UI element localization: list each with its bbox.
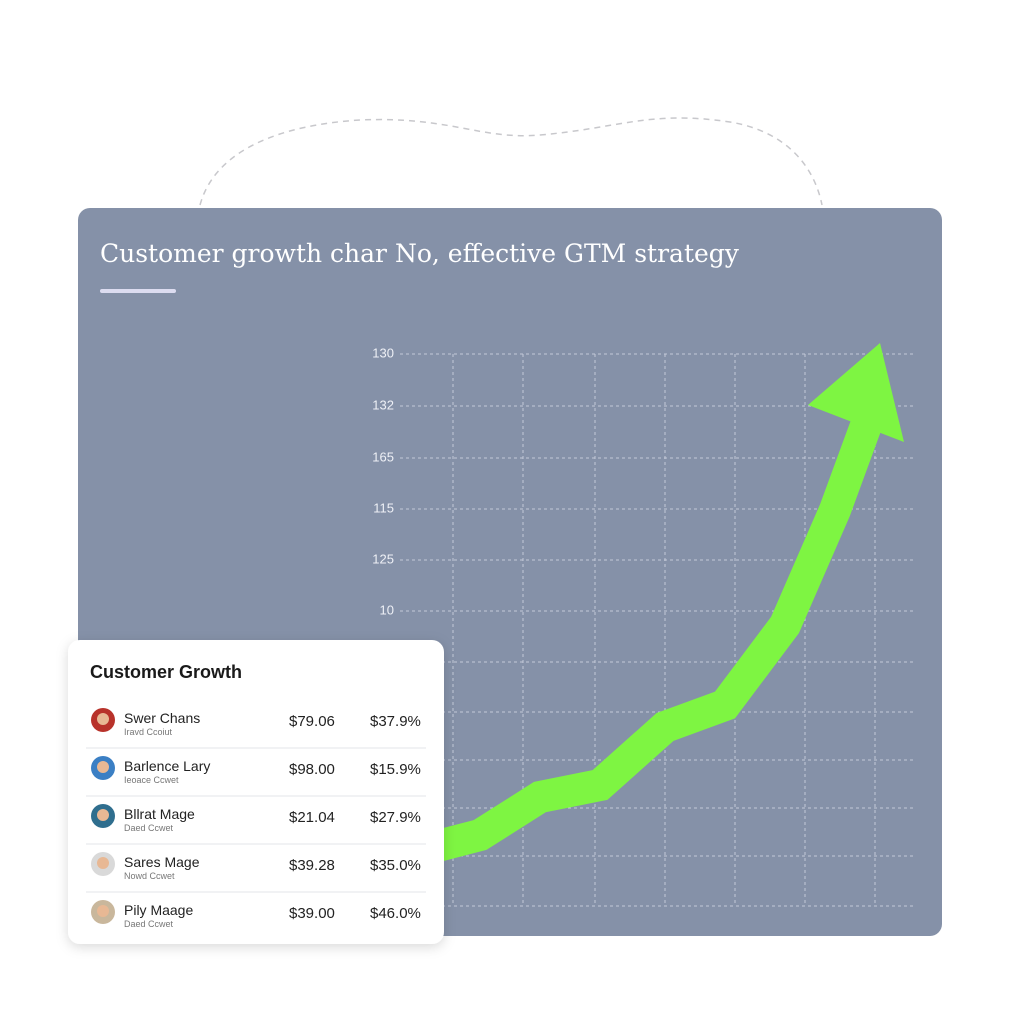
row-subtitle: Ieoace Ccwet — [124, 775, 179, 785]
avatar-face — [97, 713, 109, 725]
arrow-shaft — [425, 414, 884, 864]
axis-label: 10 — [380, 602, 394, 617]
row-percent: $27.9% — [370, 809, 421, 826]
row-percent: $35.0% — [370, 857, 421, 874]
title-underline — [100, 289, 176, 293]
row-name: Bllrat Mage — [124, 806, 195, 822]
row-subtitle: Nowd Ccwet — [124, 871, 175, 881]
avatar-face — [97, 809, 109, 821]
axis-labels: 130 132 165 115 125 10 — [372, 345, 394, 617]
row-amount: $39.00 — [289, 905, 335, 922]
growth-arrow — [425, 343, 904, 864]
avatar-face — [97, 905, 109, 917]
table-title: Customer Growth — [90, 662, 242, 682]
row-name: Barlence Lary — [124, 758, 210, 774]
row-name: Sares Mage — [124, 854, 200, 870]
axis-label: 132 — [372, 397, 394, 412]
table-card — [68, 640, 444, 944]
row-amount: $79.06 — [289, 713, 335, 730]
axis-label: 130 — [372, 345, 394, 360]
row-name: Pily Maage — [124, 902, 193, 918]
avatar-face — [97, 857, 109, 869]
axis-label: 165 — [372, 449, 394, 464]
row-amount: $98.00 — [289, 761, 335, 778]
row-subtitle: Daed Ccwet — [124, 823, 174, 833]
row-amount: $39.28 — [289, 857, 335, 874]
row-amount: $21.04 — [289, 809, 335, 826]
axis-label: 115 — [373, 500, 394, 515]
axis-label: 125 — [372, 551, 394, 566]
row-name: Swer Chans — [124, 710, 200, 726]
card-title: Customer growth char No, effective GTM s… — [100, 239, 740, 268]
row-percent: $15.9% — [370, 761, 421, 778]
row-percent: $46.0% — [370, 905, 421, 922]
row-subtitle: Iravd Ccoiut — [124, 727, 173, 737]
avatar-face — [97, 761, 109, 773]
row-percent: $37.9% — [370, 713, 421, 730]
row-subtitle: Daed Ccwet — [124, 919, 174, 929]
arrow-head — [808, 343, 904, 442]
dashed-curve — [199, 117, 823, 206]
